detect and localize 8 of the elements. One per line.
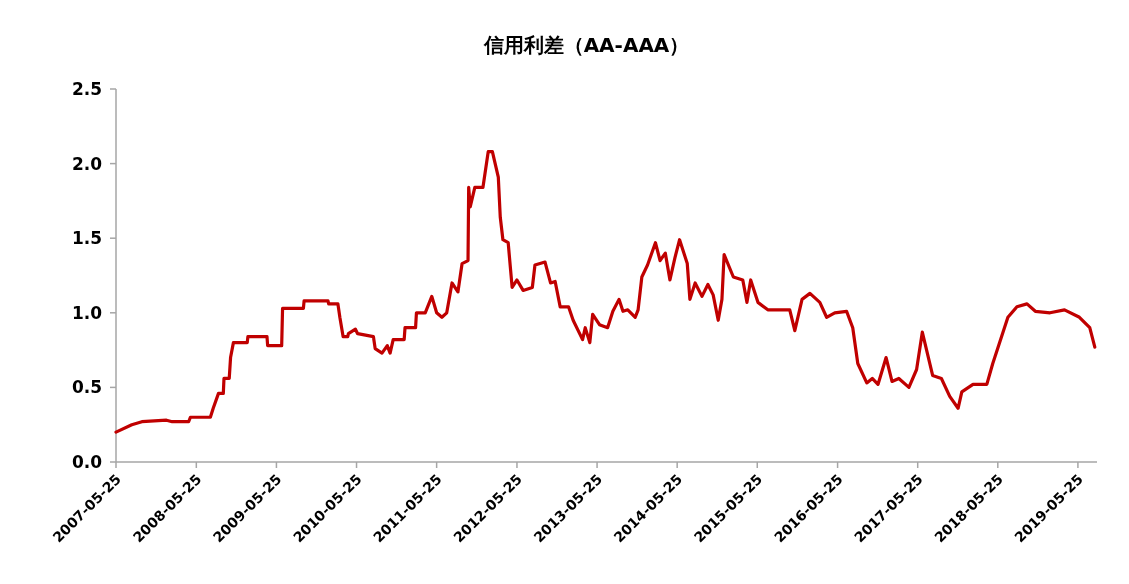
y-tick-label: 1.5: [71, 228, 102, 249]
chart-title: 信用利差（AA-AAA）: [482, 33, 690, 57]
line-series: [114, 150, 1097, 434]
y-tick-label: 0.5: [71, 377, 102, 398]
y-tick-label: 2.5: [71, 79, 102, 99]
y-tick-label: 0.0: [71, 452, 103, 472]
y-tick-label: 2.0: [71, 153, 103, 174]
y-tick-label: 1.0: [71, 302, 103, 323]
